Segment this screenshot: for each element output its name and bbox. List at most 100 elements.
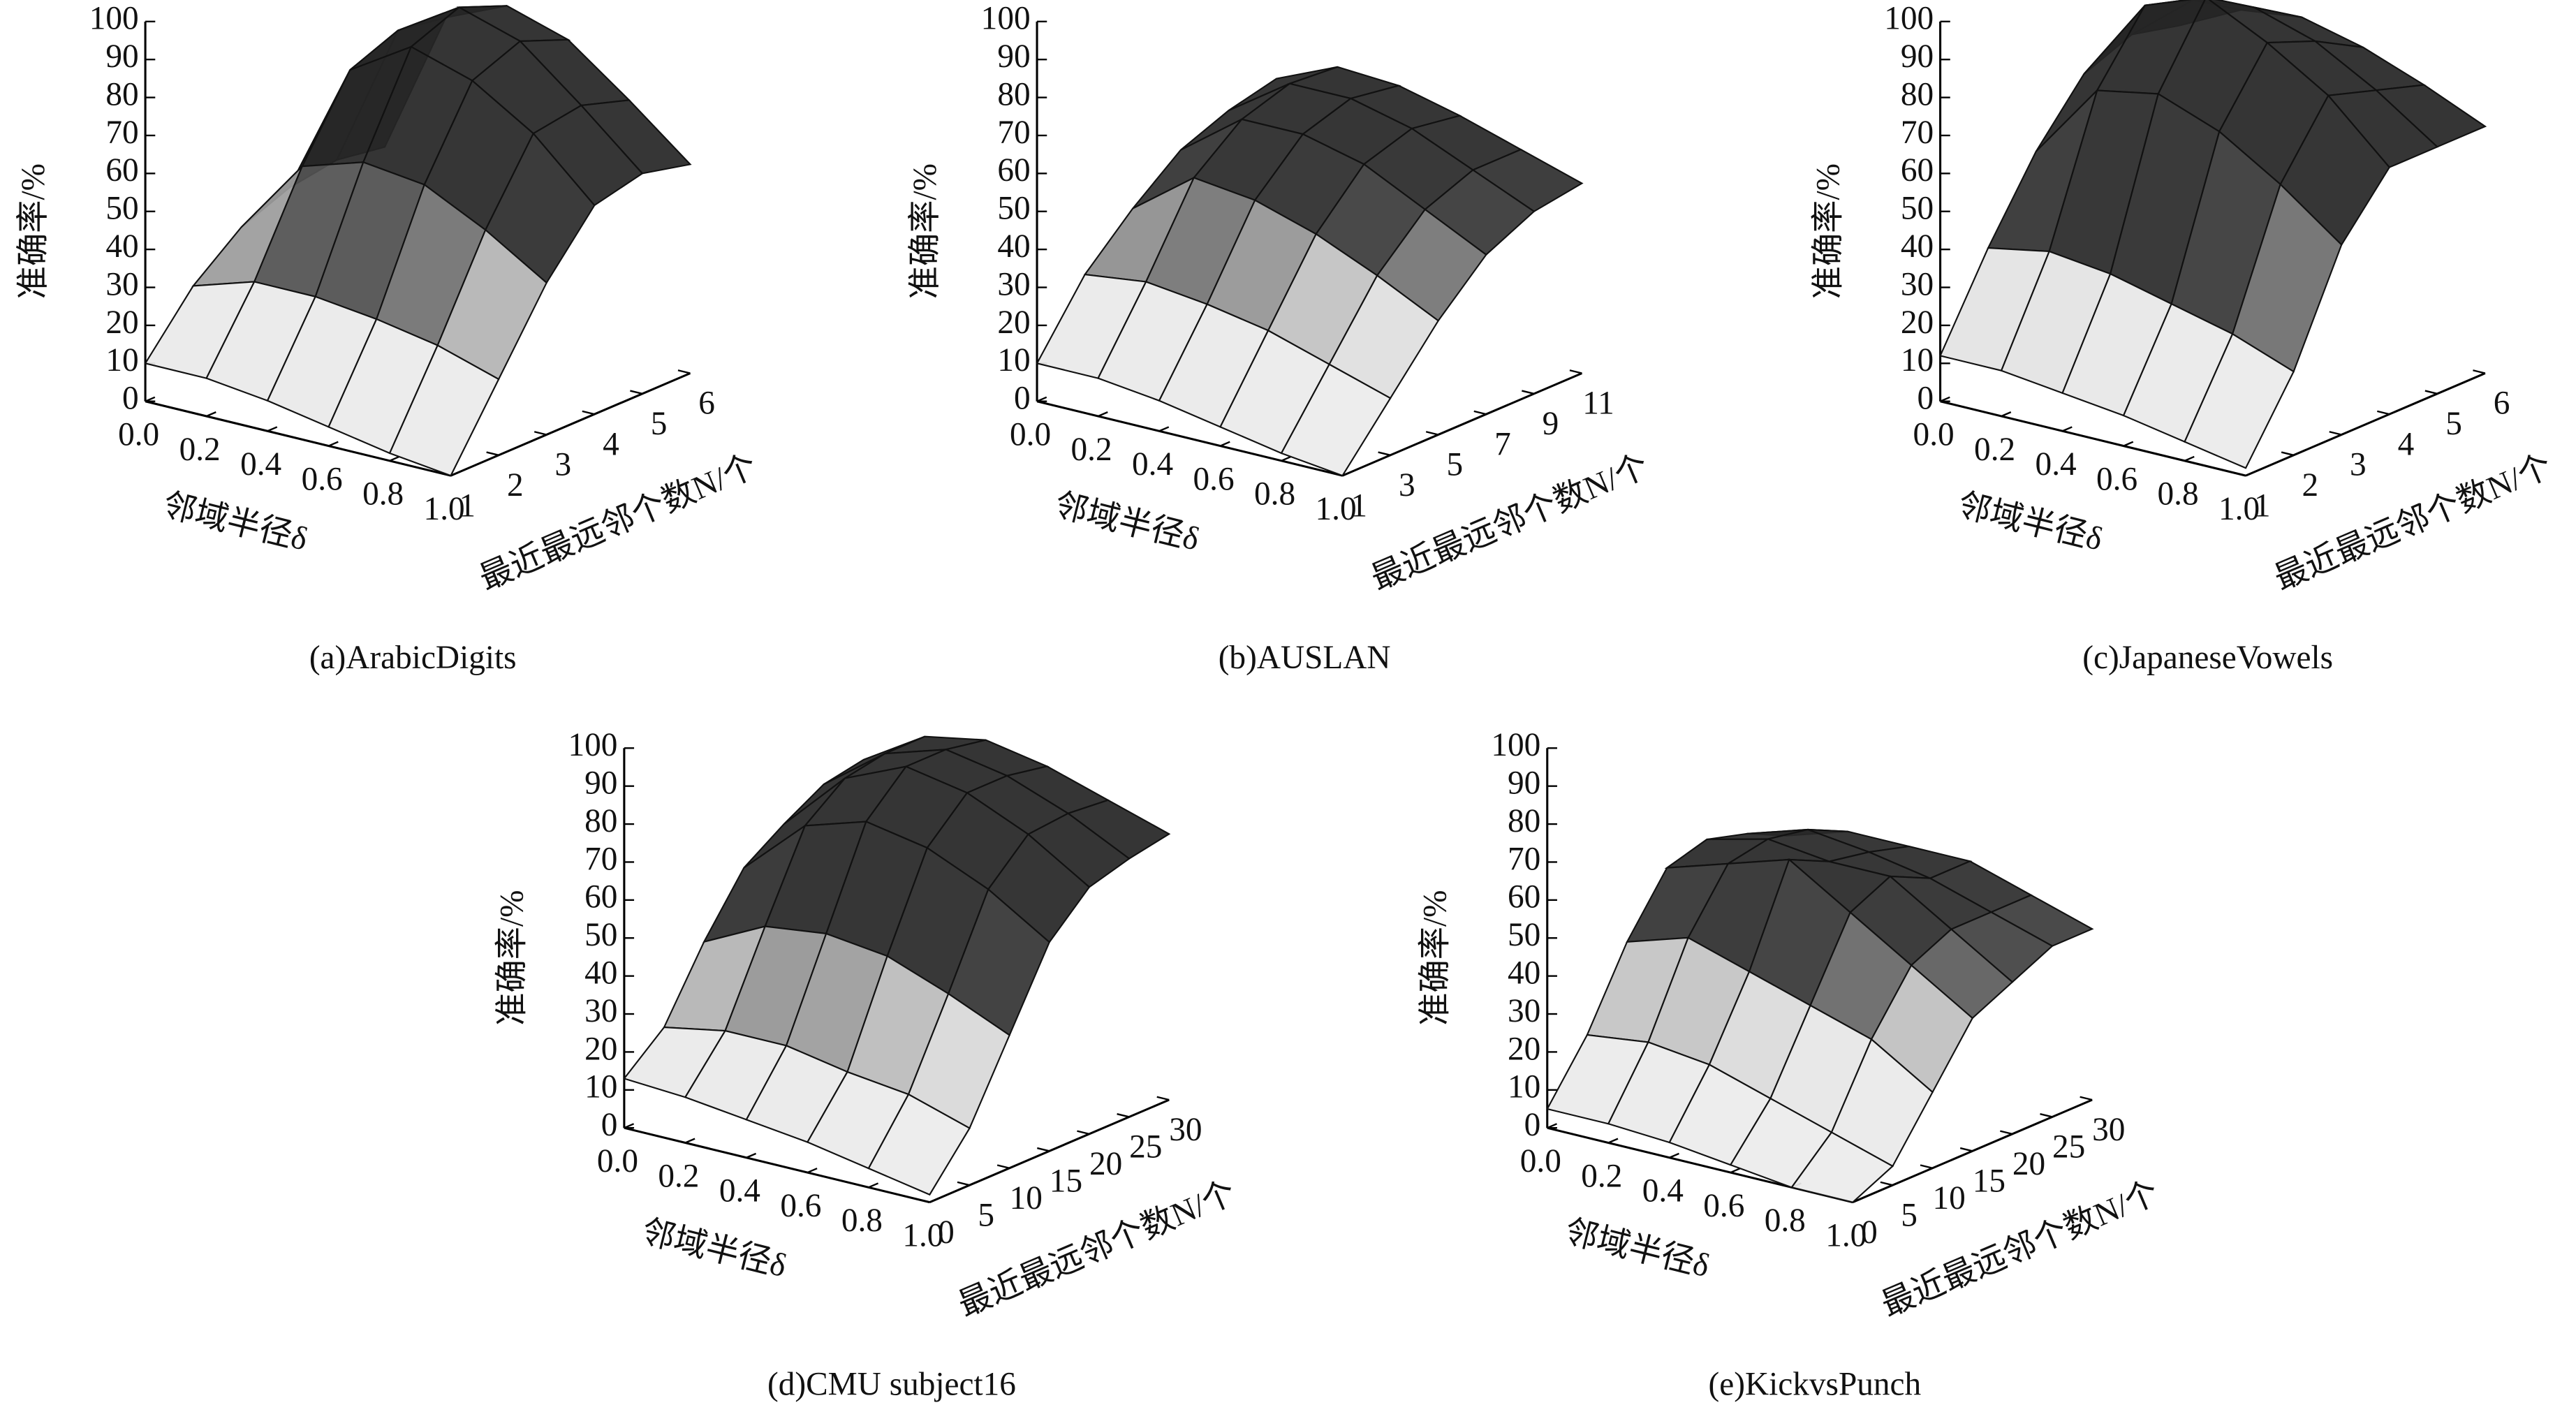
y-tick-label: 2 [2302, 467, 2318, 503]
z-tick-label: 30 [1901, 266, 1934, 302]
z-tick-label: 30 [1508, 993, 1540, 1029]
y-axis [1341, 372, 1583, 477]
y-tick [2473, 369, 2486, 374]
y-tick [630, 390, 643, 395]
z-tick-label: 20 [997, 304, 1030, 341]
z-tick-label: 40 [1508, 955, 1540, 991]
y-tick-label: 0 [938, 1214, 955, 1251]
z-tick-label: 70 [997, 115, 1030, 151]
x-tick-label: 1.0 [424, 491, 465, 527]
x-tick [1730, 1168, 1741, 1174]
y-tick-label: 10 [1933, 1180, 1966, 1216]
x-tick-label: 0.6 [302, 461, 343, 497]
y-axis-label: 最近最远邻个数N/个 [953, 1175, 1241, 1324]
x-tick [1607, 1138, 1619, 1144]
y-tick-label: 15 [1973, 1163, 2005, 1199]
x-tick [2001, 411, 2012, 418]
x-axis-label: 邻域半径δ [159, 487, 311, 558]
y-tick-label: 9 [1543, 406, 1559, 442]
y-tick-label: 10 [1010, 1180, 1043, 1216]
z-tick-label: 80 [105, 76, 138, 112]
y-tick-label: 4 [603, 426, 619, 462]
y-tick [677, 369, 691, 374]
z-tick-label: 60 [997, 152, 1030, 189]
z-tick-label: 60 [105, 152, 138, 189]
z-tick-label: 100 [89, 1, 139, 37]
z-tick-label: 0 [1524, 1107, 1541, 1143]
z-tick-label: 70 [1508, 841, 1540, 877]
x-tick-label: 0.4 [1642, 1173, 1684, 1209]
y-tick [2329, 431, 2342, 436]
y-tick-label: 2 [507, 467, 524, 503]
x-tick [807, 1168, 818, 1174]
x-tick-label: 0.0 [1913, 417, 1955, 453]
x-tick [929, 1197, 940, 1203]
y-tick [2233, 471, 2246, 477]
caption: (b)AUSLAN [1219, 640, 1391, 676]
y-tick [957, 1181, 970, 1186]
y-tick [533, 431, 547, 436]
z-tick-label: 20 [1508, 1031, 1540, 1067]
y-tick [1473, 410, 1487, 415]
x-tick [1669, 1152, 1679, 1159]
z-axis-label: 准确率/% [15, 163, 52, 299]
z-tick-label: 0 [1917, 381, 1934, 417]
z-tick-label: 100 [568, 727, 617, 763]
y-tick-label: 30 [1169, 1112, 1202, 1148]
x-tick [267, 426, 278, 432]
y-tick [1522, 390, 1535, 395]
y-tick [486, 451, 499, 456]
x-tick-label: 0.8 [1254, 476, 1295, 513]
x-axis [1940, 400, 2246, 477]
x-tick [624, 1123, 635, 1129]
z-tick-label: 30 [105, 266, 138, 302]
y-tick [2377, 410, 2390, 415]
z-tick-label: 40 [105, 228, 138, 265]
surface-patch [388, 344, 500, 477]
y-tick-label: 3 [555, 447, 572, 483]
z-tick-label: 100 [1491, 727, 1540, 763]
z-tick-label: 10 [105, 342, 138, 378]
z-tick-label: 90 [584, 765, 617, 802]
x-axis-label: 邻域半径δ [638, 1214, 790, 1285]
x-tick [389, 455, 400, 462]
y-tick [1077, 1130, 1090, 1135]
z-tick-label: 90 [1901, 38, 1934, 75]
z-tick-label: 80 [997, 76, 1030, 112]
z-tick-label: 90 [997, 38, 1030, 75]
caption: (a)ArabicDigits [309, 640, 517, 676]
y-tick-label: 1 [1350, 487, 1367, 524]
y-tick [1959, 1147, 1973, 1152]
x-tick-label: 0.6 [2096, 461, 2137, 497]
surface-patch [1280, 363, 1392, 477]
caption: (e)KickvsPunch [1709, 1366, 1922, 1402]
z-tick-label: 80 [1901, 76, 1934, 112]
surface-patch [867, 1093, 971, 1196]
y-tick [2040, 1113, 2053, 1118]
x-tick [2184, 455, 2195, 462]
y-tick-label: 5 [1447, 447, 1464, 483]
x-tick [1342, 471, 1353, 477]
z-tick-label: 0 [601, 1107, 618, 1143]
y-tick-label: 5 [651, 406, 668, 442]
z-tick-label: 50 [1508, 917, 1540, 953]
x-tick [746, 1152, 757, 1159]
z-tick-label: 0 [1014, 381, 1031, 417]
y-tick-label: 1 [2254, 487, 2271, 524]
z-axis-label: 准确率/% [907, 163, 943, 299]
z-tick-label: 70 [1901, 115, 1934, 151]
x-axis-label: 邻域半径δ [1954, 487, 2106, 558]
z-tick-label: 60 [1508, 879, 1540, 915]
y-tick [917, 1198, 930, 1203]
x-tick [328, 441, 339, 447]
y-tick [2281, 451, 2294, 456]
y-tick-label: 6 [2494, 385, 2510, 422]
z-tick-label: 0 [122, 381, 139, 417]
z-tick-label: 70 [105, 115, 138, 151]
x-tick [1281, 455, 1292, 462]
y-tick [1378, 451, 1391, 456]
x-axis-label: 邻域半径δ [1051, 487, 1203, 558]
